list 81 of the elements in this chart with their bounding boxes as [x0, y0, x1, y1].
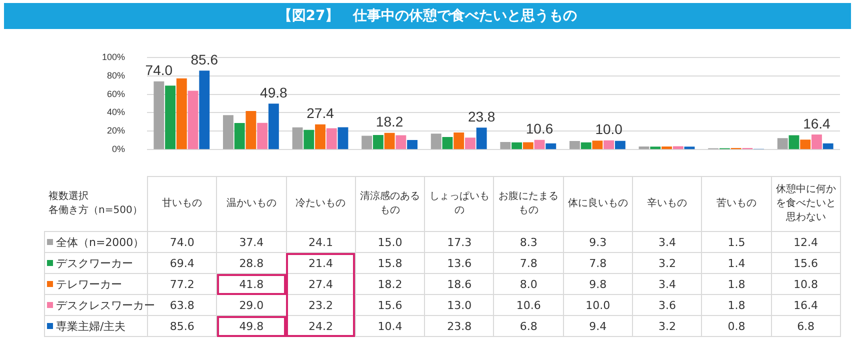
data-label: 29.0 — [216, 294, 286, 316]
y-tick-label: デスクワーカー — [44, 252, 148, 274]
data-label: 18.6 — [424, 274, 494, 294]
data-label: 23.8 — [468, 108, 496, 125]
y-tick-label: 60% — [106, 88, 125, 99]
x-tick-label: 清涼感のあるもの — [355, 176, 425, 232]
data-label: 15.0 — [355, 232, 425, 252]
data-label: 18.2 — [355, 274, 425, 294]
data-label: 7.8 — [494, 252, 564, 274]
data-label: 3.4 — [632, 274, 702, 294]
data-label: 10.8 — [771, 274, 840, 294]
data-label: 7.8 — [563, 252, 633, 274]
data-label: 63.8 — [170, 298, 194, 312]
data-label: 3.6 — [632, 294, 702, 316]
y-tick-label: 40% — [106, 107, 125, 118]
data-label: 10.0 — [563, 294, 633, 316]
data-label: 8.0 — [494, 274, 564, 294]
data-label: 27.4 — [286, 274, 356, 294]
data-label: 17.3 — [424, 232, 494, 252]
y-tick-label: 専業主婦/主夫 — [44, 316, 148, 336]
x-tick-label: 辛いもの — [632, 176, 702, 232]
data-label: 3.2 — [632, 252, 702, 274]
data-label: 10.6 — [494, 294, 564, 316]
data-label: 16.4 — [771, 294, 840, 316]
data-label: 15.6 — [355, 294, 425, 316]
data-label: 15.8 — [355, 252, 425, 274]
x-tick-label: 苦いもの — [702, 176, 772, 232]
data-label: 9.3 — [563, 232, 633, 252]
data-label: 0.8 — [702, 316, 772, 336]
data-label: 10.4 — [355, 316, 425, 336]
chart-title: 【図27】 仕事中の休憩で食べたいと思うもの — [4, 3, 851, 29]
data-label: 1.5 — [702, 232, 772, 252]
data-label: 18.2 — [376, 114, 404, 130]
y-tick-label: 全体（n=2000） — [44, 232, 148, 252]
text: 複数選択 — [48, 190, 90, 204]
data-label: 85.6 — [190, 52, 218, 68]
data-label: 6.8 — [494, 316, 564, 336]
data-label: 9.8 — [563, 274, 633, 294]
data-label: 8.3 — [494, 232, 564, 252]
data-label: 13.0 — [424, 294, 494, 316]
data-label: 85.6 — [148, 316, 217, 336]
y-tick-label: テレワーカー — [44, 274, 148, 294]
x-tick-label: 甘いもの — [148, 176, 217, 232]
data-label: 74.0 — [145, 62, 173, 78]
y-tick-label: 20% — [106, 126, 125, 136]
data-label: 13.6 — [424, 252, 494, 274]
y-tick-label: デスクレスワーカー — [55, 298, 155, 314]
y-tick-label: 100% — [102, 52, 125, 62]
data-label: 27.4 — [306, 105, 334, 122]
data-label: 28.8 — [216, 252, 286, 274]
data-label: 1.4 — [702, 252, 772, 274]
data-label: 3.2 — [632, 316, 702, 336]
y-tick-label: 80% — [106, 70, 125, 80]
data-label: 1.8 — [702, 294, 772, 316]
data-label: 69.4 — [148, 252, 217, 274]
data-label: 23.2 — [286, 294, 356, 316]
x-tick-label: しょっぱいもの — [424, 176, 494, 232]
data-label: 49.8 — [260, 84, 288, 101]
x-tick-label: 体に良いもの — [563, 176, 633, 232]
x-tick-label: 休憩中に何かを食べたいと思わない — [771, 176, 840, 232]
data-label: 21.4 — [286, 252, 356, 274]
x-tick-label: 冷たいもの — [286, 176, 356, 232]
data-label: 10.6 — [526, 120, 554, 137]
data-label: 74.0 — [148, 232, 217, 252]
data-label: 23.8 — [424, 316, 494, 336]
x-tick-label: お腹にたまるもの — [494, 176, 564, 232]
data-label: 37.4 — [216, 232, 286, 252]
y-tick-label: 0% — [112, 144, 125, 154]
data-label: 6.8 — [771, 316, 840, 336]
data-label: 10.0 — [595, 121, 623, 138]
text: 各働き方（n=500） — [48, 204, 144, 218]
data-label: 1.8 — [702, 274, 772, 294]
data-label: 16.4 — [803, 115, 831, 132]
data-label: 77.2 — [148, 274, 217, 294]
data-label: 24.2 — [286, 316, 356, 336]
data-label: 15.6 — [771, 252, 840, 274]
data-label: 12.4 — [771, 232, 840, 252]
x-tick-label: 温かいもの — [216, 176, 286, 232]
data-label: 9.4 — [563, 316, 633, 336]
data-label: 24.1 — [286, 232, 356, 252]
data-label: 3.4 — [632, 232, 702, 252]
